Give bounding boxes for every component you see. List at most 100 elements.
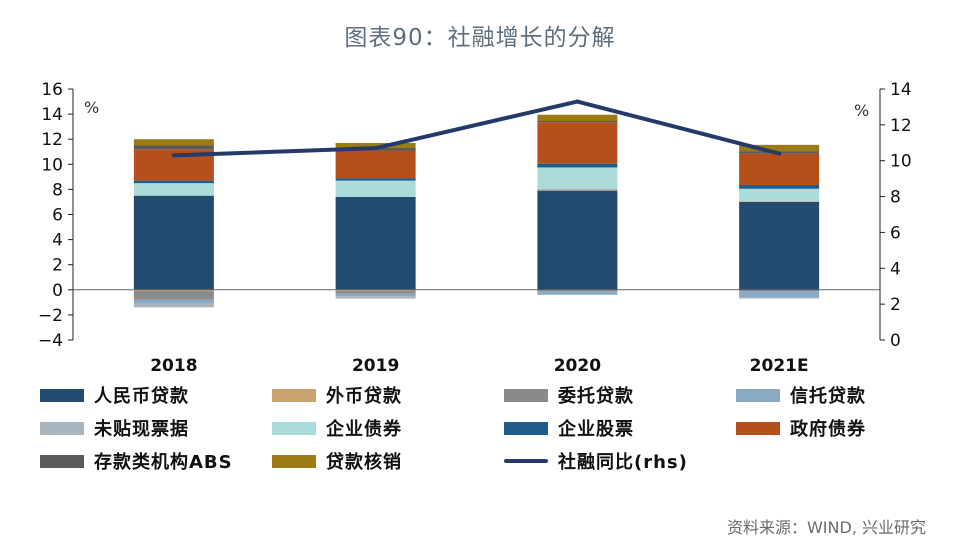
bar-segment xyxy=(739,289,820,292)
category-label: 2018 xyxy=(150,356,197,376)
category-label: 2021E xyxy=(750,356,809,376)
bar-segment xyxy=(133,303,214,308)
bar-segment xyxy=(335,150,416,179)
bar-segment xyxy=(739,188,820,202)
right-axis-unit: % xyxy=(854,101,869,120)
legend-item: 信托贷款 xyxy=(736,383,960,407)
left-tick-label: −4 xyxy=(38,331,63,351)
bar-segment xyxy=(335,180,416,197)
bar-segment xyxy=(133,299,214,304)
legend-item: 人民币贷款 xyxy=(40,383,272,407)
legend-swatch xyxy=(40,454,84,468)
bar-segment xyxy=(335,142,416,148)
legend-swatch xyxy=(272,388,316,402)
right-tick-label: 2 xyxy=(890,295,901,315)
legend-label: 信托贷款 xyxy=(790,386,866,407)
legend-swatch xyxy=(736,388,780,402)
legend-swatch xyxy=(272,454,316,468)
bar-segment xyxy=(537,289,618,292)
legend-line-swatch xyxy=(504,459,548,463)
bar-segment xyxy=(537,190,618,191)
right-tick-label: 12 xyxy=(890,116,912,136)
legend-label: 存款类机构ABS xyxy=(94,452,233,473)
line-point xyxy=(373,146,378,151)
bar-segment xyxy=(133,180,214,184)
line-point xyxy=(777,151,782,156)
bar-segment xyxy=(335,296,416,299)
bar-segment xyxy=(335,196,416,290)
left-tick-label: 10 xyxy=(41,155,63,175)
legend-item: 政府债券 xyxy=(736,416,960,440)
legend-item: 未贴现票据 xyxy=(40,416,272,440)
bar-segment xyxy=(537,122,618,164)
bar-segment xyxy=(739,144,820,152)
legend-label: 企业股票 xyxy=(558,419,634,440)
bar-segment xyxy=(133,289,214,292)
category-label: 2020 xyxy=(554,356,601,376)
left-tick-label: 2 xyxy=(52,256,63,276)
right-tick-label: 6 xyxy=(890,223,901,243)
left-tick-label: 16 xyxy=(41,80,63,100)
line-point xyxy=(171,153,176,158)
right-tick-label: 8 xyxy=(890,188,901,208)
left-tick-label: −2 xyxy=(38,306,63,326)
line-series-social-financing xyxy=(171,99,782,158)
legend-item: 贷款核销 xyxy=(272,449,504,473)
chart-title: 图表90：社融增长的分解 xyxy=(344,25,616,51)
legend-label: 企业债券 xyxy=(326,419,402,440)
line-point xyxy=(575,99,580,104)
right-tick-label: 4 xyxy=(890,259,901,279)
legend-label: 社融同比(rhs) xyxy=(558,452,688,473)
right-tick-label: 14 xyxy=(890,80,912,100)
left-tick-label: 12 xyxy=(41,130,63,150)
left-tick-label: 14 xyxy=(41,105,63,125)
legend-item: 企业股票 xyxy=(504,416,736,440)
bar-segment xyxy=(335,291,416,294)
right-tick-label: 0 xyxy=(890,331,901,351)
bar-segment xyxy=(133,183,214,196)
bar-segment xyxy=(335,289,416,292)
left-tick-label: 8 xyxy=(52,180,63,200)
legend-swatch xyxy=(40,388,84,402)
left-tick-label: 0 xyxy=(52,281,63,301)
legend-item: 委托贷款 xyxy=(504,383,736,407)
bar-segment xyxy=(133,291,214,300)
bar-segment xyxy=(133,139,214,146)
legend-item: 外币贷款 xyxy=(272,383,504,407)
bar-segment xyxy=(537,188,618,191)
source-note: 资料来源：WIND, 兴业研究 xyxy=(726,518,926,537)
legend: 人民币贷款 外币贷款 委托贷款 信托贷款未贴现票据 企业债券 企业股票 政府债券存款类机构A… xyxy=(40,383,940,473)
legend-label: 政府债券 xyxy=(790,419,866,440)
legend-label: 贷款核销 xyxy=(326,452,402,473)
left-axis-unit: % xyxy=(84,98,99,117)
legend-label: 人民币贷款 xyxy=(94,386,189,407)
bar-segment xyxy=(537,121,618,123)
bar-segment xyxy=(537,190,618,290)
legend-item: 企业债券 xyxy=(272,416,504,440)
bar-segment xyxy=(133,145,214,150)
legend-swatch xyxy=(40,421,84,435)
bar-segment xyxy=(739,185,820,189)
bar-segment xyxy=(133,195,214,290)
legend-swatch xyxy=(504,421,548,435)
left-tick-label: 6 xyxy=(52,206,63,226)
bar-segment xyxy=(537,167,618,189)
legend-swatch xyxy=(736,421,780,435)
legend-label: 未贴现票据 xyxy=(94,419,189,440)
chart-plot: −4 −2 0 2 4 6 8 10 12 14 16 0 2 4 6 8 10 12 14% % 2018 2019 20… xyxy=(38,80,912,376)
bar-segment xyxy=(739,153,820,186)
left-tick-label: 4 xyxy=(52,231,63,251)
legend-item: 社融同比(rhs) xyxy=(504,449,736,473)
bar-segment xyxy=(739,201,820,202)
bar-segment xyxy=(335,178,416,181)
bar-segment xyxy=(739,297,820,299)
legend-item: 存款类机构ABS xyxy=(40,449,272,473)
legend-label: 外币贷款 xyxy=(326,386,402,407)
bar-segment xyxy=(537,291,618,295)
legend-swatch xyxy=(272,421,316,435)
bar-segment xyxy=(739,201,820,290)
legend-swatch xyxy=(504,388,548,402)
bar-segment xyxy=(537,114,618,122)
bar-segment xyxy=(739,291,820,298)
right-tick-label: 10 xyxy=(890,152,912,172)
